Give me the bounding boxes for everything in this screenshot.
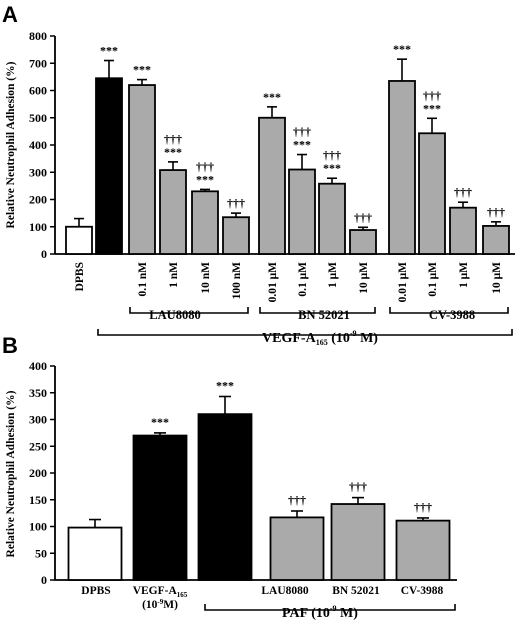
panel-a-group-bracket [259,307,376,314]
panel-b-ytick-label: 250 [29,439,47,453]
panel-b-bar [395,519,451,581]
xlabel-b-vegf-conc: (10-9M) [142,598,178,611]
panel-b-bar [197,413,253,581]
panel-a-xtick-label: 1 μM [458,262,470,288]
panel-a-xtick-label: 10 μM [358,262,370,294]
panel-a-significance: *** [196,172,214,186]
panel-b-bar [132,434,188,581]
panel-a-significance: *** [263,90,281,104]
panel-a-bar [482,225,510,255]
stimulus-label-paf: PAF (10-9 M) [282,604,358,620]
panel-a-xtick-label: 0.01 μM [397,262,409,303]
group-label-bn52021: BN 52021 [298,308,350,322]
panel-a-bar [95,77,123,255]
xlabel-b-dpbs: DPBS [81,585,110,597]
panel-a-ytick-label: 300 [29,165,47,179]
panel-a-significance: ††† [196,159,214,173]
xlabel-b-bn52021: BN 52021 [332,585,380,597]
panel-b-ytick-label: 0 [41,573,47,587]
panel-b-significance: ††† [414,500,432,514]
panel-a-significance: *** [323,161,341,175]
stimulus-label-vegf: VEGF-A165 (10-9 M) [262,329,378,347]
panel-a-significance: ††† [454,185,472,199]
panel-a-bar [159,169,187,255]
panel-a-bar [318,182,346,255]
panel-a-significance: *** [100,44,118,58]
panel-a-xtick-label: 100 nM [231,262,243,300]
panel-a-ytick-label: 0 [41,247,47,261]
panel-a-bar [258,116,286,255]
panel-b-bar [269,516,325,581]
panel-b-significance: *** [151,415,169,429]
panel-a-xtick-label: 10 μM [491,262,503,294]
panel-a-xtick-label: DPBS [74,262,86,291]
panel-a-bar [222,216,250,255]
panel-a-significance: *** [164,145,182,159]
panel-a-xtick-label: 10 nM [200,262,212,294]
xlabel-b-vegf: VEGF-A165 [133,585,188,599]
panel-b-ytick-label: 100 [29,520,47,534]
panel-b-ytick-label: 150 [29,493,47,507]
panel-a-ytick-label: 400 [29,138,47,152]
panel-a-xtick-label: 1 μM [327,262,339,288]
panel-a-bar [349,229,377,255]
panel-b-stimulus-bracket [204,604,456,611]
panel-b-significance: ††† [288,493,306,507]
panel-a-xtick-label: 0.1 μM [427,262,439,297]
panel-b-bar [67,526,123,581]
group-label-cv3988: CV-3988 [429,308,475,322]
panel-a-significance: ††† [423,88,441,102]
panel-a-bar [191,190,219,255]
panel-a-bar [128,84,156,255]
panel-a-bar [449,206,477,255]
panel-a-significance: *** [423,101,441,115]
panel-b-ytick-label: 50 [35,546,47,560]
panel-b-ytick-label: 400 [29,359,47,373]
panel-a-ytick-label: 200 [29,193,47,207]
xlabel-b-cv3988: CV-3988 [401,585,444,597]
panel-a-significance: ††† [227,196,245,210]
panel-a-significance: *** [293,138,311,152]
group-label-lau8080: LAU8080 [149,308,200,322]
panel-a-group-bracket [129,307,249,314]
panel-a-significance: *** [133,63,151,77]
xlabel-b-lau8080: LAU8080 [261,585,309,597]
panel-a-ytick-label: 600 [29,84,47,98]
panel-a-bar [388,80,416,255]
panel-b-ylabel: Relative Neutrophil Adhesion (%) [5,390,17,557]
panel-a-xtick-label: 0.01 μM [267,262,279,303]
panel-a-xtick-label: 0.1 nM [137,262,149,297]
panel-a-xtick-label: 0.1 μM [297,262,309,297]
panel-a-significance: ††† [323,148,341,162]
panel-a-significance: *** [393,42,411,56]
panel-a-ytick-label: 700 [29,56,47,70]
panel-b-ytick-label: 350 [29,386,47,400]
panel-b-bar [330,503,386,581]
panel-b-ytick-label: 200 [29,466,47,480]
panel-b-significance: *** [216,378,234,392]
panel-a-significance: ††† [487,205,505,219]
panel-a-ylabel: Relative Neutrophil Adhesion (%) [5,61,17,228]
panel-a-significance: ††† [354,210,372,224]
panel-a-xtick-label: 1 nM [168,262,180,288]
panel-a-letter: A [2,2,18,27]
panel-a-bar [418,132,446,255]
panel-b-letter: B [2,333,18,358]
panel-a-ytick-label: 800 [29,29,47,43]
panel-a-group-bracket [389,307,509,314]
panel-b-ytick-label: 300 [29,413,47,427]
panel-a-stimulus-bracket [97,329,513,336]
panel-a-significance: ††† [164,132,182,146]
panel-a-significance: ††† [293,125,311,139]
panel-a-bar [65,225,93,255]
panel-a-ytick-label: 500 [29,111,47,125]
panel-a-bar [288,168,316,255]
panel-b-significance: ††† [349,480,367,494]
panel-a-ytick-label: 100 [29,220,47,234]
